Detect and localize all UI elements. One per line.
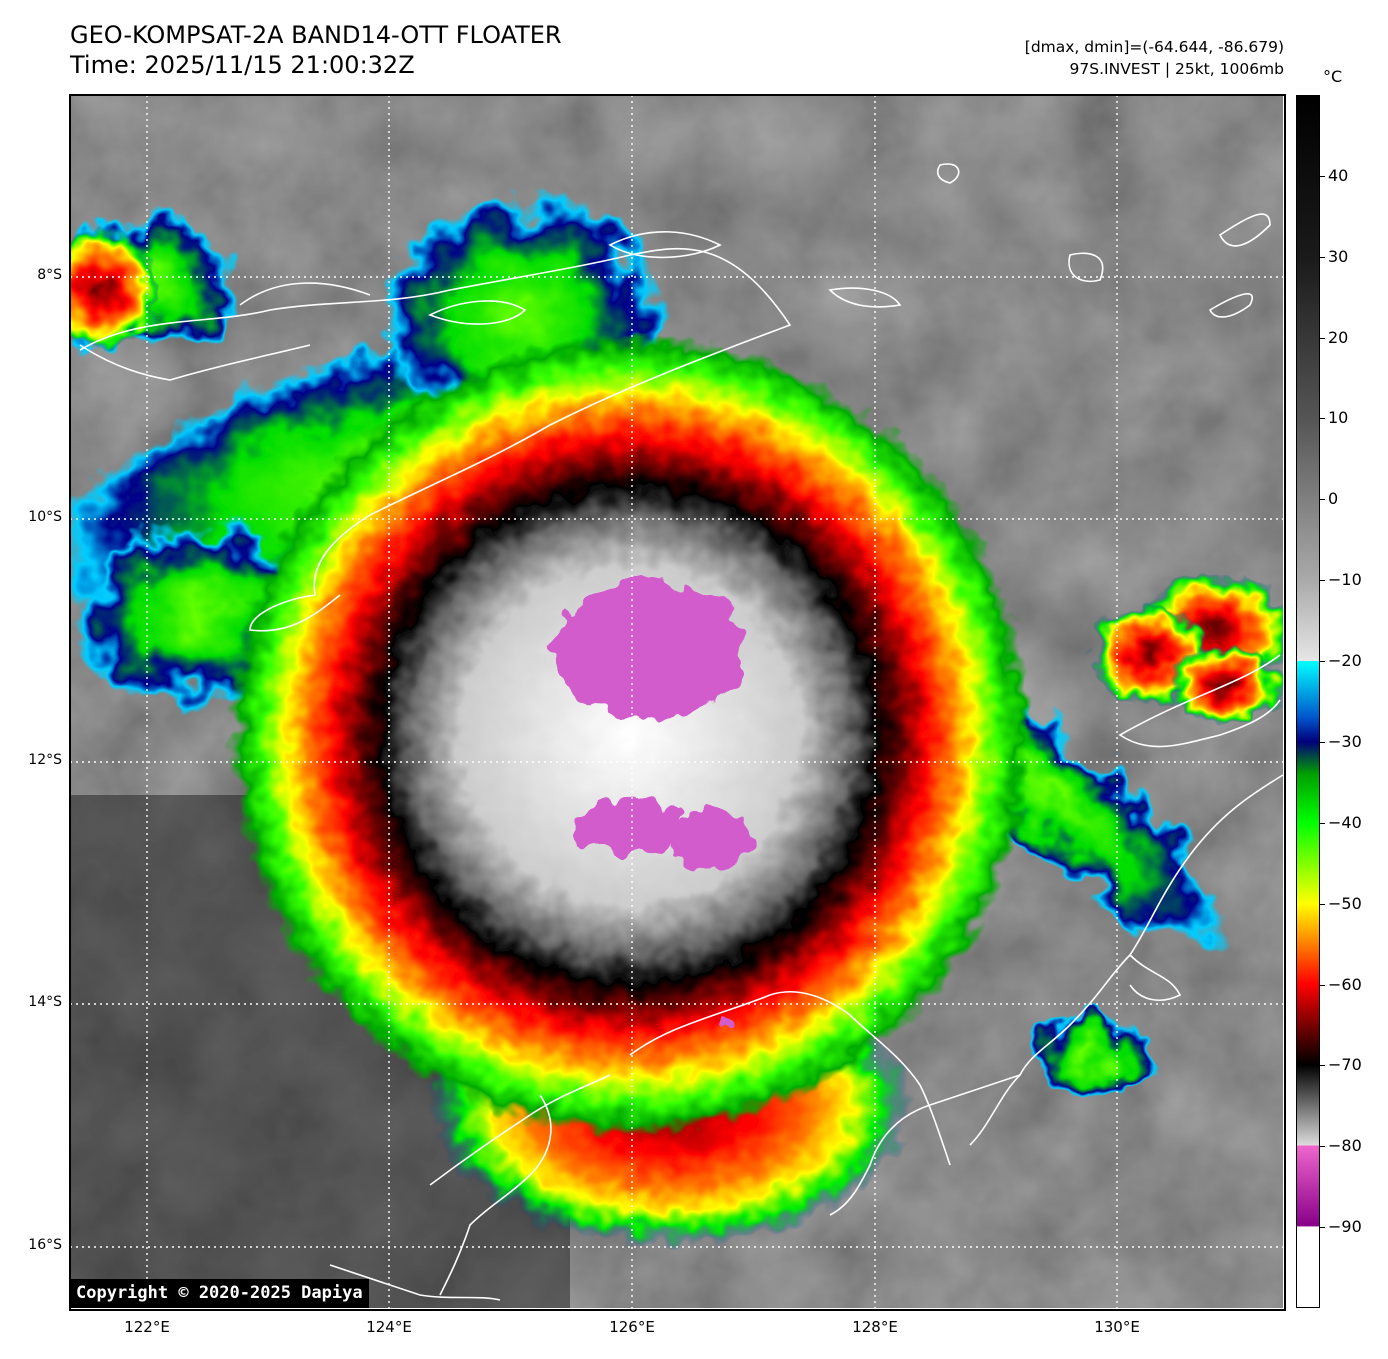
colorbar-tick <box>1320 418 1325 420</box>
lat-label-14s: 14°S <box>28 994 62 1010</box>
colorbar-tick <box>1320 256 1325 258</box>
colorbar-tick-label: −50 <box>1328 893 1362 913</box>
colorbar-tick-label: −30 <box>1328 731 1362 751</box>
colorbar-tick <box>1320 1227 1325 1229</box>
lon-label-122e: 122°E <box>124 1318 170 1336</box>
lat-label-10s: 10°S <box>28 509 62 525</box>
colorbar-tick-label: −60 <box>1328 974 1362 994</box>
lon-label-126e: 126°E <box>609 1318 655 1336</box>
dmax-dmin-info: [dmax, dmin]=(-64.644, -86.679) <box>1024 38 1284 56</box>
coldest-cloud-tops <box>555 580 750 1033</box>
lat-label-12s: 12°S <box>28 752 62 768</box>
colorbar-tick <box>1320 499 1325 501</box>
colorbar-tick <box>1320 903 1325 905</box>
colorbar-tick-label: 30 <box>1328 246 1349 266</box>
colorbar-tick <box>1320 984 1325 986</box>
colorbar-tick <box>1320 822 1325 824</box>
colorbar-tick <box>1320 175 1325 177</box>
lon-label-124e: 124°E <box>366 1318 412 1336</box>
colorbar-tick <box>1320 337 1325 339</box>
colorbar-tick-label: −20 <box>1328 651 1362 671</box>
main-storm-cloud <box>230 335 1030 1135</box>
colorbar-tick-label: −40 <box>1328 812 1362 832</box>
timestamp-title: Time: 2025/11/15 21:00:32Z <box>70 51 415 79</box>
colorbar-tick <box>1320 661 1325 663</box>
storm-info: 97S.INVEST | 25kt, 1006mb <box>1069 60 1284 78</box>
colorbar-tick <box>1320 580 1325 582</box>
colorbar-tick-label: 10 <box>1328 408 1349 428</box>
colorbar-tick-label: −90 <box>1328 1217 1362 1237</box>
colorbar-tick-label: 20 <box>1328 327 1349 347</box>
lat-label-8s: 8°S <box>37 267 62 283</box>
lon-label-130e: 130°E <box>1094 1318 1140 1336</box>
colorbar-tick-label: −70 <box>1328 1055 1362 1075</box>
coastlines <box>79 163 1283 1301</box>
copyright-notice: Copyright © 2020-2025 Dapiya <box>71 1279 369 1308</box>
colorbar-unit: °C <box>1323 67 1343 86</box>
colorbar-tick <box>1320 1146 1325 1148</box>
lon-label-128e: 128°E <box>852 1318 898 1336</box>
colorbar-tick-label: 0 <box>1328 489 1339 509</box>
colorbar-tick-label: −80 <box>1328 1136 1362 1156</box>
graticule <box>70 95 1283 1308</box>
eastern-convective-cells <box>70 230 1283 725</box>
chart-title: GEO-KOMPSAT-2A BAND14-OTT FLOATER <box>70 21 562 49</box>
lat-label-16s: 16°S <box>28 1237 62 1253</box>
satellite-image-map[interactable] <box>70 95 1283 1308</box>
colorbar-tick <box>1320 741 1325 743</box>
temperature-colorbar <box>1296 95 1320 1308</box>
colorbar-tick-label: −10 <box>1328 570 1362 590</box>
colorbar-tick <box>1320 1065 1325 1067</box>
colorbar-tick-label: 40 <box>1328 165 1349 185</box>
